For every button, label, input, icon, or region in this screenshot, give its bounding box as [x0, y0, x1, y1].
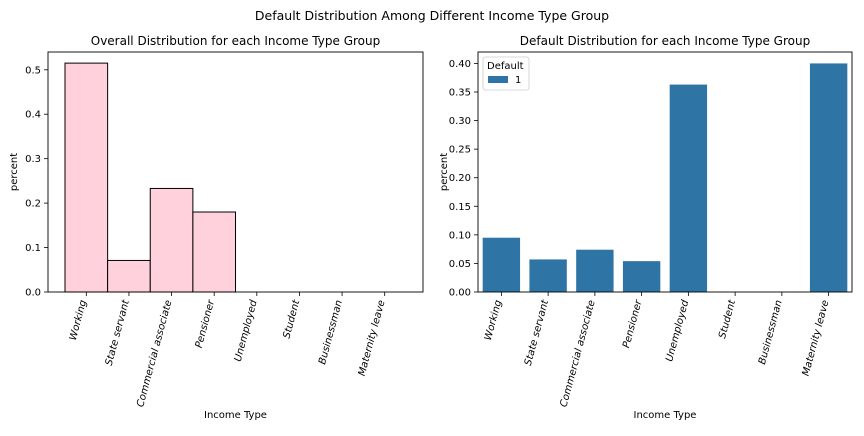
y-tick-label: 0.05 [449, 259, 471, 270]
figure-suptitle: Default Distribution Among Different Inc… [255, 8, 609, 23]
x-tick-label: Businessman [317, 299, 345, 366]
x-tick-label: Unemployed [233, 298, 260, 363]
chart-default-distribution: 0.00 0.05 0.10 0.15 0.20 0.25 0.30 0.35 0.40 Work… [439, 34, 853, 421]
bar-state-servant [529, 259, 567, 292]
y-tick-label: 0.4 [25, 110, 41, 121]
y-tick-label: 0.1 [25, 243, 41, 254]
bar-working [482, 237, 521, 292]
legend: Default 1 [482, 56, 530, 91]
y-tick-label: 0.35 [449, 88, 471, 99]
x-tick-label: State servant [104, 298, 132, 367]
y-tick-label: 0.40 [449, 59, 471, 70]
chart-title: Default Distribution for each Income Typ… [520, 34, 810, 48]
x-axis-label: Income Type [204, 410, 267, 421]
x-tick-label: Pensioner [621, 298, 645, 349]
bar-maternity-leave [809, 63, 848, 293]
x-tick-label: Commercial associate [135, 299, 174, 408]
bar-commercial-associate [149, 187, 194, 293]
x-tick-label: State servant [523, 298, 551, 367]
y-axis-label: percent [9, 153, 20, 191]
legend-title: Default [487, 61, 524, 72]
y-tick-label: 0.0 [25, 288, 41, 299]
y-tick-label: 0.5 [25, 65, 41, 76]
bar-pensioner [192, 211, 237, 293]
y-tick-label: 0.3 [25, 154, 41, 165]
y-tick-label: 0.30 [449, 116, 471, 127]
x-tick-label: Businessman [757, 299, 785, 366]
chart-overall-distribution: 0.0 0.1 0.2 0.3 0.4 0.5 Working State servant Co… [9, 34, 424, 421]
x-tick-label: Working [483, 299, 504, 342]
legend-label: 1 [515, 75, 521, 86]
bar-working [64, 62, 109, 293]
bar-commercial-associate [576, 249, 614, 292]
x-tick-label: Pensioner [194, 298, 218, 349]
axes-frame [47, 51, 424, 293]
x-tick-label: Commercial associate [559, 299, 598, 408]
legend-swatch [488, 76, 508, 83]
y-tick-label: 0.25 [449, 145, 471, 156]
y-tick-label: 0.00 [449, 288, 471, 299]
chart-title: Overall Distribution for each Income Typ… [91, 34, 380, 48]
x-tick-label: Maternity leave [357, 299, 388, 377]
x-tick-label: Unemployed [664, 298, 691, 363]
y-tick-label: 0.20 [449, 173, 471, 184]
axes-frame [477, 51, 853, 293]
bar-unemployed [669, 84, 708, 292]
y-tick-label: 0.2 [25, 199, 41, 210]
bar-pensioner [622, 261, 661, 292]
y-tick-label: 0.10 [449, 230, 471, 241]
x-tick-label: Maternity leave [801, 299, 832, 377]
y-axis-label: percent [439, 153, 450, 191]
x-tick-label: Student [282, 298, 303, 340]
x-tick-label: Student [717, 298, 738, 340]
x-axis-label: Income Type [634, 410, 697, 421]
bar-state-servant [107, 259, 151, 293]
y-tick-label: 0.15 [449, 202, 471, 213]
x-tick-label: Working [68, 299, 89, 342]
